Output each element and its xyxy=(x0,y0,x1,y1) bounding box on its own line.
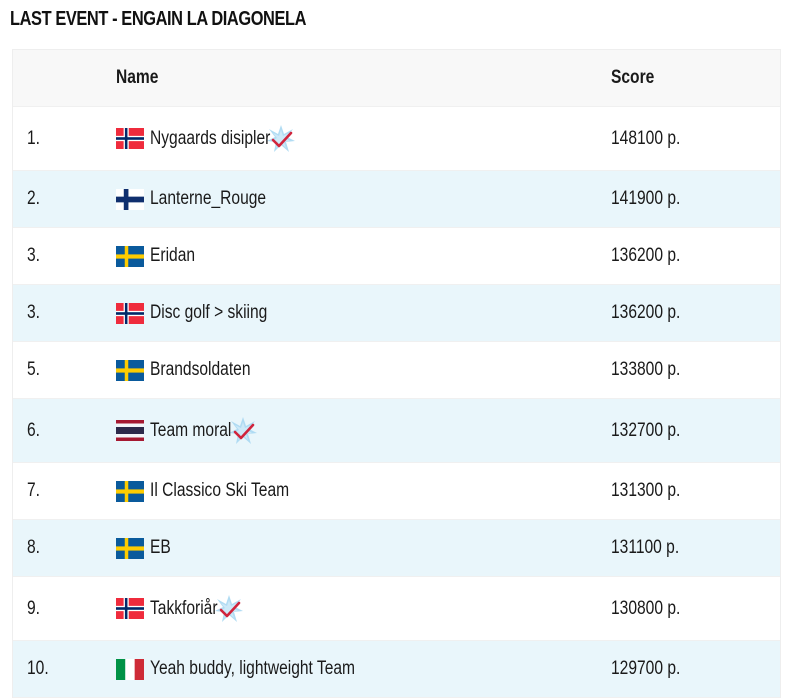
table-row: 10. Yeah buddy, lightweight Team 129700 p. xyxy=(13,641,780,698)
norway-flag-icon xyxy=(116,128,144,149)
rank: 9. xyxy=(27,597,41,619)
team-name[interactable]: Nygaards disipler xyxy=(150,127,271,149)
team-name-cell: Nygaards disipler xyxy=(116,124,296,154)
team-name-cell: Team moral xyxy=(116,416,258,446)
sweden-flag-icon xyxy=(116,359,144,381)
verified-badge-icon xyxy=(228,416,258,446)
table-row: 6. Team moral 132700 p. xyxy=(13,399,780,463)
score: 148100 p. xyxy=(611,127,681,149)
team-name[interactable]: Lanterne_Rouge xyxy=(150,188,267,209)
norway-flag-icon xyxy=(116,302,144,324)
score: 133800 p. xyxy=(611,359,681,380)
score: 136200 p. xyxy=(611,245,681,266)
team-name[interactable]: Yeah buddy, lightweight Team xyxy=(150,658,355,679)
rank: 6. xyxy=(27,419,41,441)
team-name[interactable]: Eridan xyxy=(150,245,196,266)
team-name-cell: EB xyxy=(116,537,171,559)
italy-flag-icon xyxy=(116,658,144,680)
page-title: LAST EVENT - ENGAIN LA DIAGONELA xyxy=(10,8,307,30)
team-name-cell: Eridan xyxy=(116,245,195,267)
team-name-cell: Takkforiår xyxy=(116,594,244,624)
team-name[interactable]: Team moral xyxy=(150,419,232,441)
sweden-flag-icon xyxy=(116,245,144,267)
table-row: 3. Disc golf > skiing 136200 p. xyxy=(13,285,780,342)
table-row: 8. EB 131100 p. xyxy=(13,520,780,577)
table-row: 1. Nygaards disipler 148100 p. xyxy=(13,107,780,171)
finland-flag-icon xyxy=(116,188,144,210)
team-name[interactable]: EB xyxy=(150,537,171,558)
team-name[interactable]: Takkforiår xyxy=(150,597,218,619)
sweden-flag-icon xyxy=(116,537,144,559)
rank: 1. xyxy=(27,127,41,149)
score-header: Score xyxy=(611,67,655,88)
score: 131100 p. xyxy=(611,537,680,558)
team-name-cell: Yeah buddy, lightweight Team xyxy=(116,658,355,680)
rank: 2. xyxy=(27,188,41,209)
table-row: 9. Takkforiår 130800 p. xyxy=(13,577,780,641)
team-name-cell: Il Classico Ski Team xyxy=(116,480,289,502)
table-row: 7. Il Classico Ski Team 131300 p. xyxy=(13,463,780,520)
score: 136200 p. xyxy=(611,302,681,323)
score: 129700 p. xyxy=(611,658,681,679)
team-name[interactable]: Disc golf > skiing xyxy=(150,302,268,323)
table-row: 2. Lanterne_Rouge 141900 p. xyxy=(13,171,780,228)
thailand-flag-icon xyxy=(116,420,144,441)
team-name[interactable]: Brandsoldaten xyxy=(150,359,251,380)
verified-badge-icon xyxy=(214,594,244,624)
score: 141900 p. xyxy=(611,188,681,209)
team-name-cell: Lanterne_Rouge xyxy=(116,188,266,210)
rank: 7. xyxy=(27,480,41,501)
norway-flag-icon xyxy=(116,598,144,619)
score: 131300 p. xyxy=(611,480,681,501)
rank: 5. xyxy=(27,359,41,380)
score: 130800 p. xyxy=(611,597,681,619)
sweden-flag-icon xyxy=(116,480,144,502)
rank: 3. xyxy=(27,245,41,266)
table-row: 5. Brandsoldaten 133800 p. xyxy=(13,342,780,399)
verified-badge-icon xyxy=(266,124,296,154)
table-header: Name Score xyxy=(13,50,780,107)
table-row: 3. Eridan 136200 p. xyxy=(13,228,780,285)
rank: 10. xyxy=(27,658,49,679)
rank: 8. xyxy=(27,537,41,558)
name-header: Name xyxy=(116,67,159,88)
team-name-cell: Brandsoldaten xyxy=(116,359,250,381)
leaderboard-table: Name Score 1. Nygaards disipler 148100 p. 2… xyxy=(12,49,781,698)
team-name[interactable]: Il Classico Ski Team xyxy=(150,480,290,501)
rank: 3. xyxy=(27,302,41,323)
score: 132700 p. xyxy=(611,419,681,441)
team-name-cell: Disc golf > skiing xyxy=(116,302,267,324)
